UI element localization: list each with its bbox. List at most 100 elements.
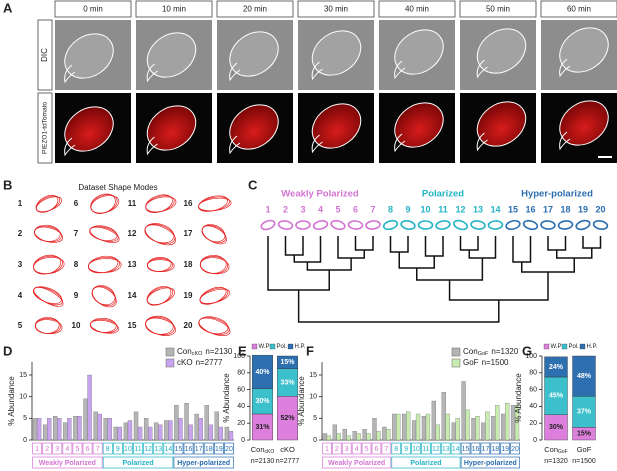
bar: [501, 413, 506, 441]
leaf-number: 20: [595, 204, 605, 214]
shape-outline: [33, 255, 63, 275]
bar: [421, 416, 427, 441]
row-label-box: [37, 19, 53, 91]
y-tick-label: 20: [237, 420, 245, 427]
leaf-shape: [487, 220, 504, 230]
bar: [322, 433, 328, 441]
category-box: [32, 442, 42, 455]
leaf-shape: [540, 220, 556, 230]
shape-mode-number: 7: [74, 229, 79, 238]
bar: [188, 424, 193, 441]
value-label: 33%: [280, 379, 295, 386]
x-tick-label: 19: [501, 446, 509, 453]
category-box: [224, 442, 234, 455]
category-box: [351, 442, 362, 455]
value-label: 30%: [255, 398, 270, 405]
leaf-shape: [365, 220, 381, 230]
shape-mode-number: 12: [128, 229, 137, 238]
bar: [198, 418, 203, 441]
bar: [63, 422, 68, 441]
x-tick-label: 9: [116, 446, 120, 453]
bar: [376, 431, 381, 441]
leaf-shape: [400, 220, 416, 230]
bar: [164, 420, 169, 441]
group-box: [32, 456, 103, 469]
category-box: [500, 442, 510, 455]
y-tick-label: 60: [529, 386, 537, 393]
bar: [461, 381, 466, 441]
shape-outline: [198, 317, 231, 336]
dendrogram-branch: [284, 236, 304, 256]
shape-mode-number: 18: [184, 260, 193, 269]
category-box: [143, 442, 154, 455]
category-box: [411, 442, 421, 455]
bar: [143, 418, 149, 441]
bar: [336, 433, 341, 441]
bar: [158, 424, 163, 441]
bar: [36, 418, 42, 441]
bar: [495, 405, 500, 441]
panel-label: A: [3, 0, 13, 15]
category-box: [391, 442, 402, 455]
group-label: Hyper-polarized: [521, 189, 593, 200]
y-tick-label: 15: [19, 372, 27, 379]
piezo1-signal: [229, 104, 279, 150]
category-box: [332, 442, 342, 455]
category-box: [62, 442, 73, 455]
shape-outline: [92, 286, 117, 308]
time-header-box: [216, 0, 294, 18]
leaf-number: 9: [405, 204, 410, 214]
bar: [491, 416, 496, 441]
category-n: n=1500: [572, 458, 596, 465]
dendrogram-branch: [468, 236, 497, 259]
x-tick-label: 8: [394, 446, 398, 453]
category-box: [42, 442, 53, 455]
bar: [57, 418, 62, 441]
category-box: [112, 442, 123, 455]
group-box: [173, 456, 234, 469]
x-tick-label: 13: [154, 446, 162, 453]
y-tick-label: 0: [313, 437, 317, 444]
x-tick-label: 17: [481, 446, 489, 453]
group-label: Weakly Polarized: [281, 189, 359, 200]
bar: [123, 422, 129, 441]
category-box: [431, 442, 441, 455]
shape-outline: [145, 194, 173, 213]
cell-tail: [394, 133, 406, 153]
shape-mode-number: 4: [18, 291, 23, 300]
y-tick-label: 15: [309, 372, 317, 379]
time-header: 0 min: [83, 5, 103, 14]
leaf-number: 14: [490, 204, 500, 214]
legend-swatch: [269, 343, 276, 350]
x-tick-label: 12: [432, 446, 440, 453]
dendrogram-branch: [521, 258, 575, 273]
leaf-number: 10: [420, 204, 430, 214]
shape-mode-number: 11: [128, 199, 137, 208]
x-tick-label: 16: [472, 446, 480, 453]
y-tick-label: 5: [313, 415, 317, 422]
legend-n: n=2130: [205, 347, 232, 356]
legend-name: GoF: [463, 358, 479, 367]
x-tick-label: GoF: [577, 445, 592, 454]
group-label: Polarized: [410, 460, 441, 467]
category-box: [421, 442, 431, 455]
category-subscript: GoF: [558, 449, 568, 455]
leaf-shape: [522, 219, 539, 231]
bar: [208, 424, 213, 441]
bar: [53, 416, 58, 441]
cell-tail: [476, 132, 488, 152]
leaf-number: 18: [560, 204, 570, 214]
bar: [127, 420, 133, 441]
leaf-number: 6: [353, 204, 358, 214]
shape-outline: [90, 319, 120, 334]
category-n: n=2777: [276, 458, 300, 465]
value-label: 15%: [280, 359, 295, 366]
leaf-shape: [277, 220, 294, 230]
value-label: 40%: [255, 369, 270, 376]
bar: [77, 416, 82, 441]
leaf-shape: [470, 220, 486, 230]
leaf-shape: [417, 220, 434, 230]
category-box: [322, 442, 332, 455]
time-header: 20 min: [243, 5, 267, 14]
